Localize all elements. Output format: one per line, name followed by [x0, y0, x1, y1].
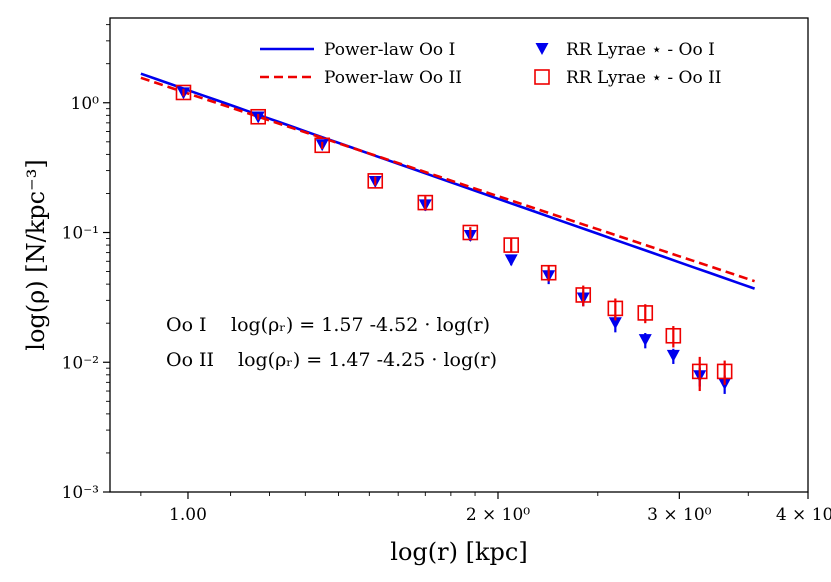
annotation-label: Oo I — [166, 314, 207, 336]
legend-label: RR Lyrae ⋆ - Oo II — [566, 68, 722, 88]
oo2-point — [691, 363, 708, 380]
oo1-point — [638, 334, 652, 347]
oo2-point — [314, 137, 331, 154]
oo1-point — [608, 317, 622, 330]
legend-label: RR Lyrae ⋆ - Oo I — [566, 40, 715, 60]
oo2-point — [665, 327, 682, 344]
points-layer — [175, 84, 733, 394]
oo2-point — [716, 363, 733, 380]
oo2-point — [175, 84, 192, 101]
oo2-point — [250, 108, 266, 125]
x-tick-label: 3 × 10⁰ — [647, 505, 711, 525]
y-tick-label: 10⁻³ — [62, 483, 99, 503]
fit-line-oo1 — [140, 72, 756, 290]
legend-marker-square — [534, 69, 550, 85]
oo2-point — [607, 300, 624, 317]
legend-marker-triangle — [535, 43, 549, 55]
y-axis-label: log(ρ) [N/kpc⁻³] — [22, 159, 50, 350]
x-tick-label: 4 × 10⁰ — [776, 505, 831, 525]
oo2-point — [417, 194, 434, 211]
oo1-point — [504, 254, 518, 267]
x-axis-label: log(r) [kpc] — [390, 538, 527, 566]
x-tick-label: 2 × 10⁰ — [466, 505, 530, 525]
annotation-equation: log(ρᵣ) = 1.57 -4.52 · log(r) — [231, 314, 490, 336]
oo2-point — [367, 173, 384, 189]
oo2-point — [540, 264, 557, 281]
fit-line-oo2 — [140, 76, 756, 283]
oo2-point — [503, 237, 520, 253]
annotation-equation: log(ρᵣ) = 1.47 -4.25 · log(r) — [238, 349, 497, 371]
oo2-point — [637, 305, 654, 321]
x-tick-label: 1.00 — [169, 505, 207, 525]
y-tick-label: 10⁻² — [62, 353, 99, 373]
y-tick-label: 10⁻¹ — [62, 224, 99, 244]
oo2-point — [575, 287, 592, 303]
ticks-layer — [103, 24, 809, 499]
legend: Power-law Oo I Power-law Oo II RR Lyrae ⋆ … — [260, 40, 722, 88]
labels-layer: 1.00 2 × 10⁰ 3 × 10⁰ 4 × 10⁰ 10⁰ 10⁻¹ 10⁻² 10⁻³… — [22, 94, 831, 566]
annotation-label: Oo II — [166, 349, 214, 371]
series-layer — [140, 72, 756, 290]
annotations: Oo I log(ρᵣ) = 1.57 -4.52 · log(r) Oo II lo… — [166, 314, 497, 371]
oo2-point — [462, 224, 479, 241]
plot-frame — [109, 17, 809, 493]
y-tick-label: 10⁰ — [71, 94, 100, 114]
oo1-point — [666, 349, 680, 362]
legend-label: Power-law Oo II — [324, 68, 462, 88]
legend-label: Power-law Oo I — [324, 40, 455, 60]
